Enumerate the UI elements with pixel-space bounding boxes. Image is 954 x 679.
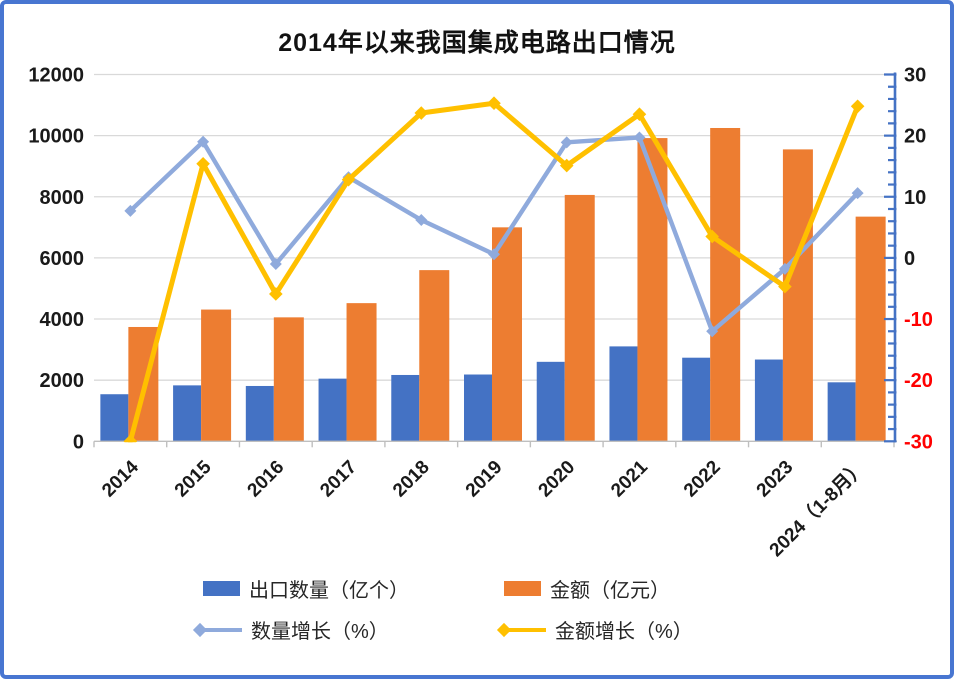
bar bbox=[391, 374, 420, 442]
legend-item-export-quantity: 出口数量（亿个） bbox=[203, 574, 409, 603]
svg-text:0: 0 bbox=[73, 431, 84, 453]
svg-text:2017: 2017 bbox=[316, 457, 361, 502]
plot-area: 0 2000 4000 6000 8000 10000 12000 30 20 10 0 -10 -20… bbox=[28, 65, 933, 562]
svg-text:2019: 2019 bbox=[462, 457, 507, 502]
diamond-marker-icon bbox=[559, 158, 574, 173]
legend-swatch-export-amount-bar bbox=[504, 581, 541, 596]
svg-text:4000: 4000 bbox=[40, 309, 85, 331]
bar bbox=[855, 216, 886, 442]
bar bbox=[245, 385, 274, 442]
line-series-1 bbox=[123, 96, 865, 443]
svg-text:6000: 6000 bbox=[40, 248, 85, 270]
diamond-marker-icon bbox=[706, 325, 719, 338]
diamond-marker-icon bbox=[496, 622, 512, 637]
chart-title: 2014年以来我国集成电路出口情况 bbox=[278, 29, 676, 57]
svg-text:2018: 2018 bbox=[389, 457, 434, 502]
svg-text:30: 30 bbox=[904, 65, 926, 87]
diamond-marker-icon bbox=[341, 172, 356, 187]
diamond-marker-icon bbox=[124, 204, 137, 217]
bars-series-0 bbox=[100, 346, 856, 442]
bar bbox=[318, 378, 347, 442]
legend-swatch-export-quantity-bar bbox=[203, 581, 240, 596]
diamond-marker-icon bbox=[487, 96, 501, 111]
svg-text:8000: 8000 bbox=[40, 187, 85, 209]
bar bbox=[464, 374, 492, 442]
diamond-marker-icon bbox=[632, 107, 647, 122]
legend-item-amount-growth: 金额增长（%） bbox=[496, 615, 693, 644]
bar bbox=[173, 385, 202, 442]
diamond-marker-icon bbox=[415, 213, 428, 226]
svg-text:2023: 2023 bbox=[753, 457, 798, 502]
bar bbox=[564, 194, 595, 442]
left-axis-labels: 0 2000 4000 6000 8000 10000 12000 bbox=[28, 65, 84, 454]
svg-text:2016: 2016 bbox=[244, 457, 289, 502]
legend-label-quantity-growth: 数量增长（%） bbox=[251, 621, 389, 643]
diamond-marker-icon bbox=[705, 229, 719, 244]
diamond-marker-icon bbox=[269, 258, 282, 271]
diamond-marker-icon bbox=[414, 106, 429, 120]
legend-label-export-quantity: 出口数量（亿个） bbox=[249, 580, 409, 602]
svg-text:2022: 2022 bbox=[680, 457, 725, 502]
bar bbox=[201, 309, 232, 442]
bars-series-1 bbox=[128, 127, 886, 442]
bar bbox=[827, 382, 856, 442]
bar bbox=[682, 357, 711, 442]
bar bbox=[536, 361, 565, 442]
bar bbox=[782, 149, 813, 442]
bar bbox=[710, 127, 741, 442]
bar bbox=[609, 346, 638, 442]
legend-label-amount-growth: 金额增长（%） bbox=[555, 621, 693, 643]
bar bbox=[100, 394, 129, 442]
diamond-marker-icon bbox=[123, 434, 138, 443]
svg-text:2021: 2021 bbox=[607, 456, 652, 501]
svg-text:2000: 2000 bbox=[40, 370, 85, 392]
svg-text:-10: -10 bbox=[904, 309, 933, 331]
bar bbox=[637, 138, 668, 442]
diamond-marker-icon bbox=[560, 136, 573, 149]
svg-text:0: 0 bbox=[904, 248, 915, 270]
diamond-marker-icon bbox=[197, 135, 210, 148]
legend-swatch-amount-growth-line bbox=[496, 622, 546, 637]
bar bbox=[273, 317, 304, 442]
x-axis-labels: 2014 2015 2016 2017 2018 2019 2020 2021 2022 2023… bbox=[98, 455, 870, 561]
diamond-marker-icon bbox=[192, 622, 208, 637]
legend-item-export-amount: 金额（亿元） bbox=[504, 574, 670, 603]
svg-text:2015: 2015 bbox=[171, 456, 216, 501]
diamond-marker-icon bbox=[269, 287, 283, 301]
svg-text:10: 10 bbox=[904, 187, 926, 209]
legend-swatch-quantity-growth-line bbox=[192, 622, 242, 637]
diamond-marker-icon bbox=[196, 156, 210, 171]
svg-text:-20: -20 bbox=[904, 370, 933, 392]
bar bbox=[492, 227, 522, 442]
right-axis-labels: 30 20 10 0 -10 -20 -30 bbox=[904, 65, 933, 454]
diamond-marker-icon bbox=[778, 279, 792, 294]
svg-text:12000: 12000 bbox=[28, 65, 84, 87]
legend-item-quantity-growth: 数量增长（%） bbox=[192, 615, 389, 644]
diamond-marker-icon bbox=[778, 262, 791, 275]
line-sample-icon bbox=[503, 627, 546, 632]
svg-text:2014: 2014 bbox=[98, 456, 143, 501]
svg-text:10000: 10000 bbox=[28, 126, 84, 148]
legend-label-export-amount: 金额（亿元） bbox=[550, 580, 670, 602]
svg-text:20: 20 bbox=[904, 126, 926, 148]
diamond-marker-icon bbox=[633, 131, 646, 144]
bar bbox=[754, 359, 783, 442]
right-axis bbox=[884, 72, 897, 443]
diamond-marker-icon bbox=[488, 248, 500, 261]
diamond-marker-icon bbox=[851, 187, 864, 200]
svg-text:2020: 2020 bbox=[535, 457, 580, 502]
bar bbox=[346, 303, 377, 442]
svg-text:-30: -30 bbox=[904, 431, 933, 453]
bar bbox=[419, 270, 450, 442]
diamond-marker-icon bbox=[850, 99, 865, 114]
line-sample-icon bbox=[199, 627, 242, 632]
x-axis bbox=[93, 440, 897, 448]
